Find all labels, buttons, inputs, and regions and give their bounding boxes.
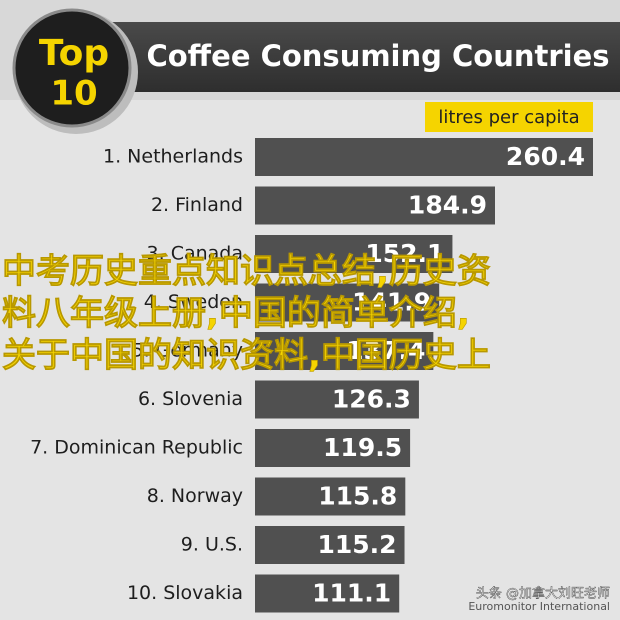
category-label: 2. Finland [151,194,243,216]
category-label: 5. Germany [132,340,244,362]
bar [255,235,453,273]
unit-label: litres per capita [438,107,579,128]
bar [255,283,440,322]
value-label: 152.1 [365,239,444,268]
badge-top: Top [39,33,109,74]
badge [12,8,132,128]
category-label: 3. Canada [147,243,243,265]
watermark-line: 关于中国的知识资料,中国历史上 [2,336,491,376]
watermark-line: 中考历史重点知识点总结,历史资 [2,252,491,292]
value-label: 115.2 [317,530,396,559]
category-label: 6. Slovenia [138,388,243,410]
value-label: 115.8 [318,482,397,511]
value-label: 141.9 [352,288,431,317]
value-label: 184.9 [408,191,487,220]
category-label: 8. Norway [147,485,243,507]
bar [255,332,434,370]
badge-number: 10 [50,74,97,114]
credit: 头条 @加拿大刘旺老师 [476,586,610,602]
category-label: 9. U.S. [181,534,243,556]
title-band [110,22,620,92]
watermark-line: 料八年级上册,中国的简单介绍, [2,294,470,334]
value-label: 111.1 [312,579,391,608]
value-label: 260.4 [506,142,585,171]
bar [255,380,419,419]
bar [255,477,406,516]
bar [255,186,496,225]
source: Euromonitor International [468,600,610,613]
value-label: 119.5 [323,433,402,462]
unit-label-bg [425,102,593,132]
category-label: 10. Slovakia [127,582,243,604]
category-label: 7. Dominican Republic [30,437,243,459]
bar [255,526,405,564]
value-label: 137.4 [346,336,425,365]
bar [255,429,411,467]
bar [255,138,593,176]
chart-title: Coffee Consuming Countries [146,39,609,73]
value-label: 126.3 [332,385,411,414]
category-label: 1. Netherlands [103,146,243,168]
category-label: 4. Sweden [144,291,243,313]
bar [255,574,400,613]
